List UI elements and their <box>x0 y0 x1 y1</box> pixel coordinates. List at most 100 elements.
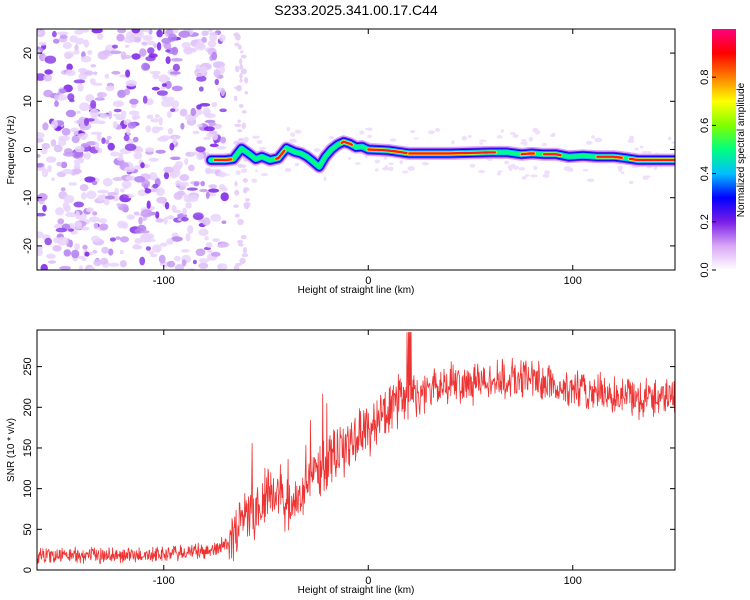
noise-blob <box>90 131 103 135</box>
noise-blob <box>80 29 89 33</box>
noise-blob <box>42 204 47 212</box>
noise-blob <box>119 236 129 243</box>
noise-blob <box>530 174 538 178</box>
noise-blob <box>120 51 127 60</box>
noise-blob <box>260 173 269 177</box>
noise-blob <box>68 182 78 186</box>
noise-blob <box>152 183 159 189</box>
noise-blob <box>142 95 148 104</box>
colorbar: 0.0 0.2 0.4 0.6 0.8 Normalized spectral ampl… <box>699 29 747 278</box>
colorbar-tick-label: 0.8 <box>699 70 711 85</box>
noise-blob <box>591 135 595 139</box>
noise-blob <box>170 100 180 108</box>
noise-blob <box>157 126 164 131</box>
noise-blob <box>388 162 394 165</box>
noise-blob <box>103 49 111 56</box>
noise-blob <box>118 152 124 158</box>
noise-blob <box>193 181 200 187</box>
noise-blob <box>126 127 131 136</box>
colorbar-tick-label: 0.0 <box>699 262 711 277</box>
ridge-peak <box>542 153 562 157</box>
noise-blob <box>496 135 503 139</box>
y-tick-label: 0 <box>22 146 34 152</box>
noise-blob <box>294 162 300 167</box>
y-tick-label: 50 <box>22 523 34 535</box>
snr-y-ticks: 0 50 100 150 200 250 <box>22 357 675 573</box>
noise-blob <box>79 184 89 192</box>
noise-blob <box>41 168 49 178</box>
y-tick-label: 20 <box>22 47 34 59</box>
noise-blob <box>145 246 151 251</box>
noise-blob <box>54 100 59 107</box>
noise-blob <box>78 73 88 81</box>
noise-blob <box>139 256 146 266</box>
noise-blob <box>91 82 103 86</box>
noise-blob <box>241 54 247 59</box>
y-tick-label: -10 <box>22 190 34 206</box>
noise-blob <box>244 203 250 210</box>
noise-blob <box>181 259 187 267</box>
noise-blob <box>594 137 603 143</box>
noise-blob <box>107 191 118 196</box>
noise-blob <box>201 30 209 36</box>
noise-blob <box>73 162 81 171</box>
noise-blob <box>147 47 155 54</box>
noise-blob <box>207 29 213 33</box>
noise-blob <box>81 192 87 200</box>
noise-blob <box>101 137 106 144</box>
noise-blob <box>203 246 211 251</box>
noise-blob <box>542 142 547 147</box>
noise-blob <box>65 69 76 77</box>
noise-blob <box>108 248 114 256</box>
noise-blob <box>43 89 53 98</box>
noise-blob <box>647 150 652 154</box>
colorbar-label: Normalized spectral amplitude <box>736 82 747 217</box>
noise-blob <box>179 181 189 187</box>
noise-blob <box>93 71 98 76</box>
noise-blob <box>166 111 172 118</box>
noise-blob <box>183 194 193 203</box>
noise-blob <box>47 260 57 264</box>
noise-blob <box>109 237 116 242</box>
noise-blob <box>672 146 675 151</box>
noise-blob <box>653 165 658 170</box>
noise-blob <box>121 194 129 201</box>
noise-blob <box>73 201 84 208</box>
noise-blob <box>169 142 175 151</box>
noise-blob <box>550 133 556 138</box>
noise-blob <box>211 133 218 141</box>
noise-blob <box>108 262 120 267</box>
noise-blob <box>239 257 246 264</box>
noise-blob <box>508 166 513 172</box>
noise-blob <box>203 136 212 140</box>
ridge-peak <box>520 152 536 156</box>
noise-blob <box>37 231 44 239</box>
noise-blob <box>218 184 226 191</box>
noise-blob <box>144 147 155 153</box>
noise-blob <box>532 127 539 133</box>
noise-blob <box>240 50 244 54</box>
noise-blob <box>367 134 372 139</box>
noise-blob <box>235 170 241 175</box>
noise-blob <box>219 108 227 113</box>
noise-blob <box>186 187 198 191</box>
noise-blob <box>195 109 203 116</box>
snr-panel: -100 0 100 0 50 100 150 200 250 Height of strai… <box>6 329 676 596</box>
ridge-peak <box>628 157 675 162</box>
noise-blob <box>256 139 263 145</box>
noise-blob <box>52 30 57 38</box>
noise-blob <box>234 42 240 47</box>
noise-blob <box>44 69 53 75</box>
noise-blob <box>199 103 211 107</box>
noise-blob <box>407 166 415 171</box>
noise-blob <box>37 154 41 158</box>
noise-blob <box>59 265 71 270</box>
noise-blob <box>240 235 247 240</box>
snr-frame <box>36 329 676 571</box>
noise-blob <box>88 216 100 223</box>
noise-blob <box>242 247 248 254</box>
noise-blob <box>150 118 160 123</box>
noise-blob <box>170 108 176 113</box>
noise-blob <box>51 177 56 181</box>
